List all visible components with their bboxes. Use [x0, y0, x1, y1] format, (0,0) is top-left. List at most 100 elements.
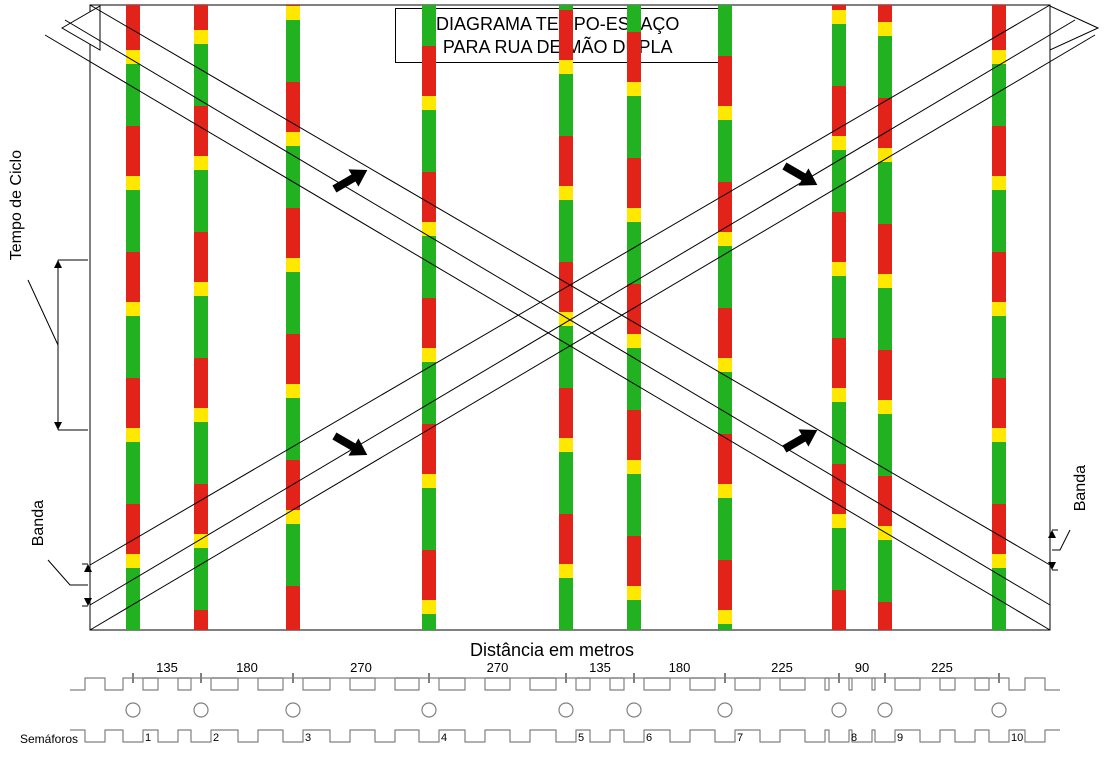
road-strip: 12345678910	[70, 678, 1060, 744]
signal-segment	[627, 600, 641, 630]
signal-segment	[627, 410, 641, 460]
signal-segment	[718, 246, 732, 308]
signal-segment	[126, 252, 140, 302]
signal-segment	[422, 348, 436, 362]
signal-number-7: 7	[737, 732, 743, 744]
intersection-node-4	[422, 703, 436, 717]
signal-segment	[559, 200, 573, 262]
signal-segment	[992, 554, 1006, 568]
signal-number-6: 6	[646, 732, 652, 744]
distance-label-2-3: 180	[236, 660, 258, 675]
outline-arrow-left	[62, 6, 100, 50]
signal-segment	[126, 504, 140, 554]
signal-segment	[878, 162, 892, 224]
distance-label-8-9: 90	[855, 660, 869, 675]
signal-segment	[194, 30, 208, 44]
band-desc-0	[65, 20, 1050, 605]
signal-segment	[878, 224, 892, 274]
signal-segment	[194, 548, 208, 610]
cycle-leader	[28, 280, 58, 345]
signal-segment	[718, 434, 732, 484]
signal-bar-4	[422, 5, 436, 630]
signal-segment	[422, 424, 436, 474]
signal-segment	[126, 554, 140, 568]
signal-number-5: 5	[578, 732, 584, 744]
signal-segment	[718, 308, 732, 358]
signal-segment	[627, 82, 641, 96]
signal-segment	[286, 524, 300, 586]
signal-number-9: 9	[897, 732, 903, 744]
signal-segment	[422, 488, 436, 550]
signal-segment	[286, 20, 300, 82]
intersection-node-2	[194, 703, 208, 717]
signal-segment	[627, 334, 641, 348]
signal-segment	[559, 10, 573, 60]
signal-segment	[832, 10, 846, 24]
signal-segment	[126, 568, 140, 630]
signal-segment	[627, 208, 641, 222]
signal-segment	[878, 274, 892, 288]
signal-segment	[422, 550, 436, 600]
signal-segment	[422, 298, 436, 348]
distance-label-1-2: 135	[156, 660, 178, 675]
signal-segment	[422, 110, 436, 172]
signal-segment	[992, 428, 1006, 442]
signal-segment	[878, 400, 892, 414]
signal-segment	[832, 136, 846, 150]
intersection-node-6	[627, 703, 641, 717]
signal-segment	[878, 36, 892, 98]
signal-segment	[992, 378, 1006, 428]
signal-segment	[194, 358, 208, 408]
signal-segment	[878, 476, 892, 526]
banda-right-leader	[1052, 530, 1070, 550]
signal-segment	[194, 44, 208, 106]
signal-segment	[126, 316, 140, 378]
signal-segment	[627, 158, 641, 208]
signal-segment	[286, 398, 300, 460]
signal-segment	[286, 272, 300, 334]
intersection-node-10	[992, 703, 1006, 717]
signal-segment	[286, 586, 300, 630]
signal-segment	[832, 276, 846, 338]
signal-segment	[832, 590, 846, 630]
signal-segment	[992, 316, 1006, 378]
signal-segment	[286, 258, 300, 272]
signal-segment	[194, 170, 208, 232]
signal-segment	[878, 602, 892, 630]
signal-segment	[286, 208, 300, 258]
signal-segment	[422, 172, 436, 222]
signal-segment	[832, 338, 846, 388]
signal-segment	[286, 384, 300, 398]
signal-bar-3	[286, 5, 300, 630]
signal-segment	[559, 438, 573, 452]
signal-segment	[627, 222, 641, 284]
signal-segment	[627, 96, 641, 158]
signal-segment	[422, 600, 436, 614]
signal-segment	[878, 526, 892, 540]
distance-label-6-7: 180	[669, 660, 691, 675]
signal-segment	[832, 5, 846, 10]
signal-segment	[992, 504, 1006, 554]
signal-segment	[878, 5, 892, 22]
signal-number-2: 2	[213, 732, 219, 744]
signal-segment	[126, 442, 140, 504]
signal-segment	[194, 5, 208, 30]
band-asc-0	[90, 20, 1075, 605]
signal-segment	[992, 126, 1006, 176]
signal-segment	[878, 414, 892, 476]
signal-segment	[718, 232, 732, 246]
signal-segment	[718, 610, 732, 624]
direction-arrow-0	[329, 161, 372, 197]
signal-bar-6	[627, 5, 641, 630]
signal-segment	[559, 578, 573, 630]
signal-segment	[832, 150, 846, 212]
signal-segment	[422, 614, 436, 630]
signal-segment	[627, 32, 641, 82]
signal-segment	[194, 282, 208, 296]
signal-segment	[194, 422, 208, 484]
signal-segment	[286, 510, 300, 524]
signal-segment	[627, 586, 641, 600]
signal-segment	[832, 464, 846, 514]
signal-segment	[559, 452, 573, 514]
signal-segment	[194, 156, 208, 170]
